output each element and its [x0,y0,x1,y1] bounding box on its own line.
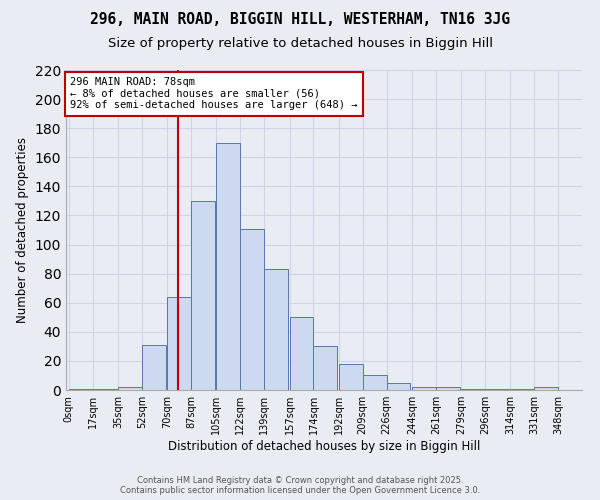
Bar [93,388,116,390]
Text: Contains HM Land Registry data © Crown copyright and database right 2025.
Contai: Contains HM Land Registry data © Crown c… [120,476,480,495]
Bar [362,376,386,390]
Bar [142,345,166,390]
Y-axis label: Number of detached properties: Number of detached properties [16,137,29,323]
Bar [386,382,410,390]
Bar [313,346,337,390]
Bar [241,228,264,390]
Bar [534,387,558,390]
Bar [412,387,436,390]
Bar [217,142,241,390]
Bar [290,318,313,390]
Bar [118,387,142,390]
Bar [436,387,460,390]
Bar [461,388,485,390]
Text: 296 MAIN ROAD: 78sqm
← 8% of detached houses are smaller (56)
92% of semi-detach: 296 MAIN ROAD: 78sqm ← 8% of detached ho… [70,78,358,110]
X-axis label: Distribution of detached houses by size in Biggin Hill: Distribution of detached houses by size … [168,440,480,453]
Bar [339,364,362,390]
Bar [167,297,191,390]
Bar [191,201,215,390]
Bar [69,388,93,390]
Bar [485,388,509,390]
Text: 296, MAIN ROAD, BIGGIN HILL, WESTERHAM, TN16 3JG: 296, MAIN ROAD, BIGGIN HILL, WESTERHAM, … [90,12,510,28]
Bar [510,388,534,390]
Text: Size of property relative to detached houses in Biggin Hill: Size of property relative to detached ho… [107,38,493,51]
Bar [264,270,288,390]
